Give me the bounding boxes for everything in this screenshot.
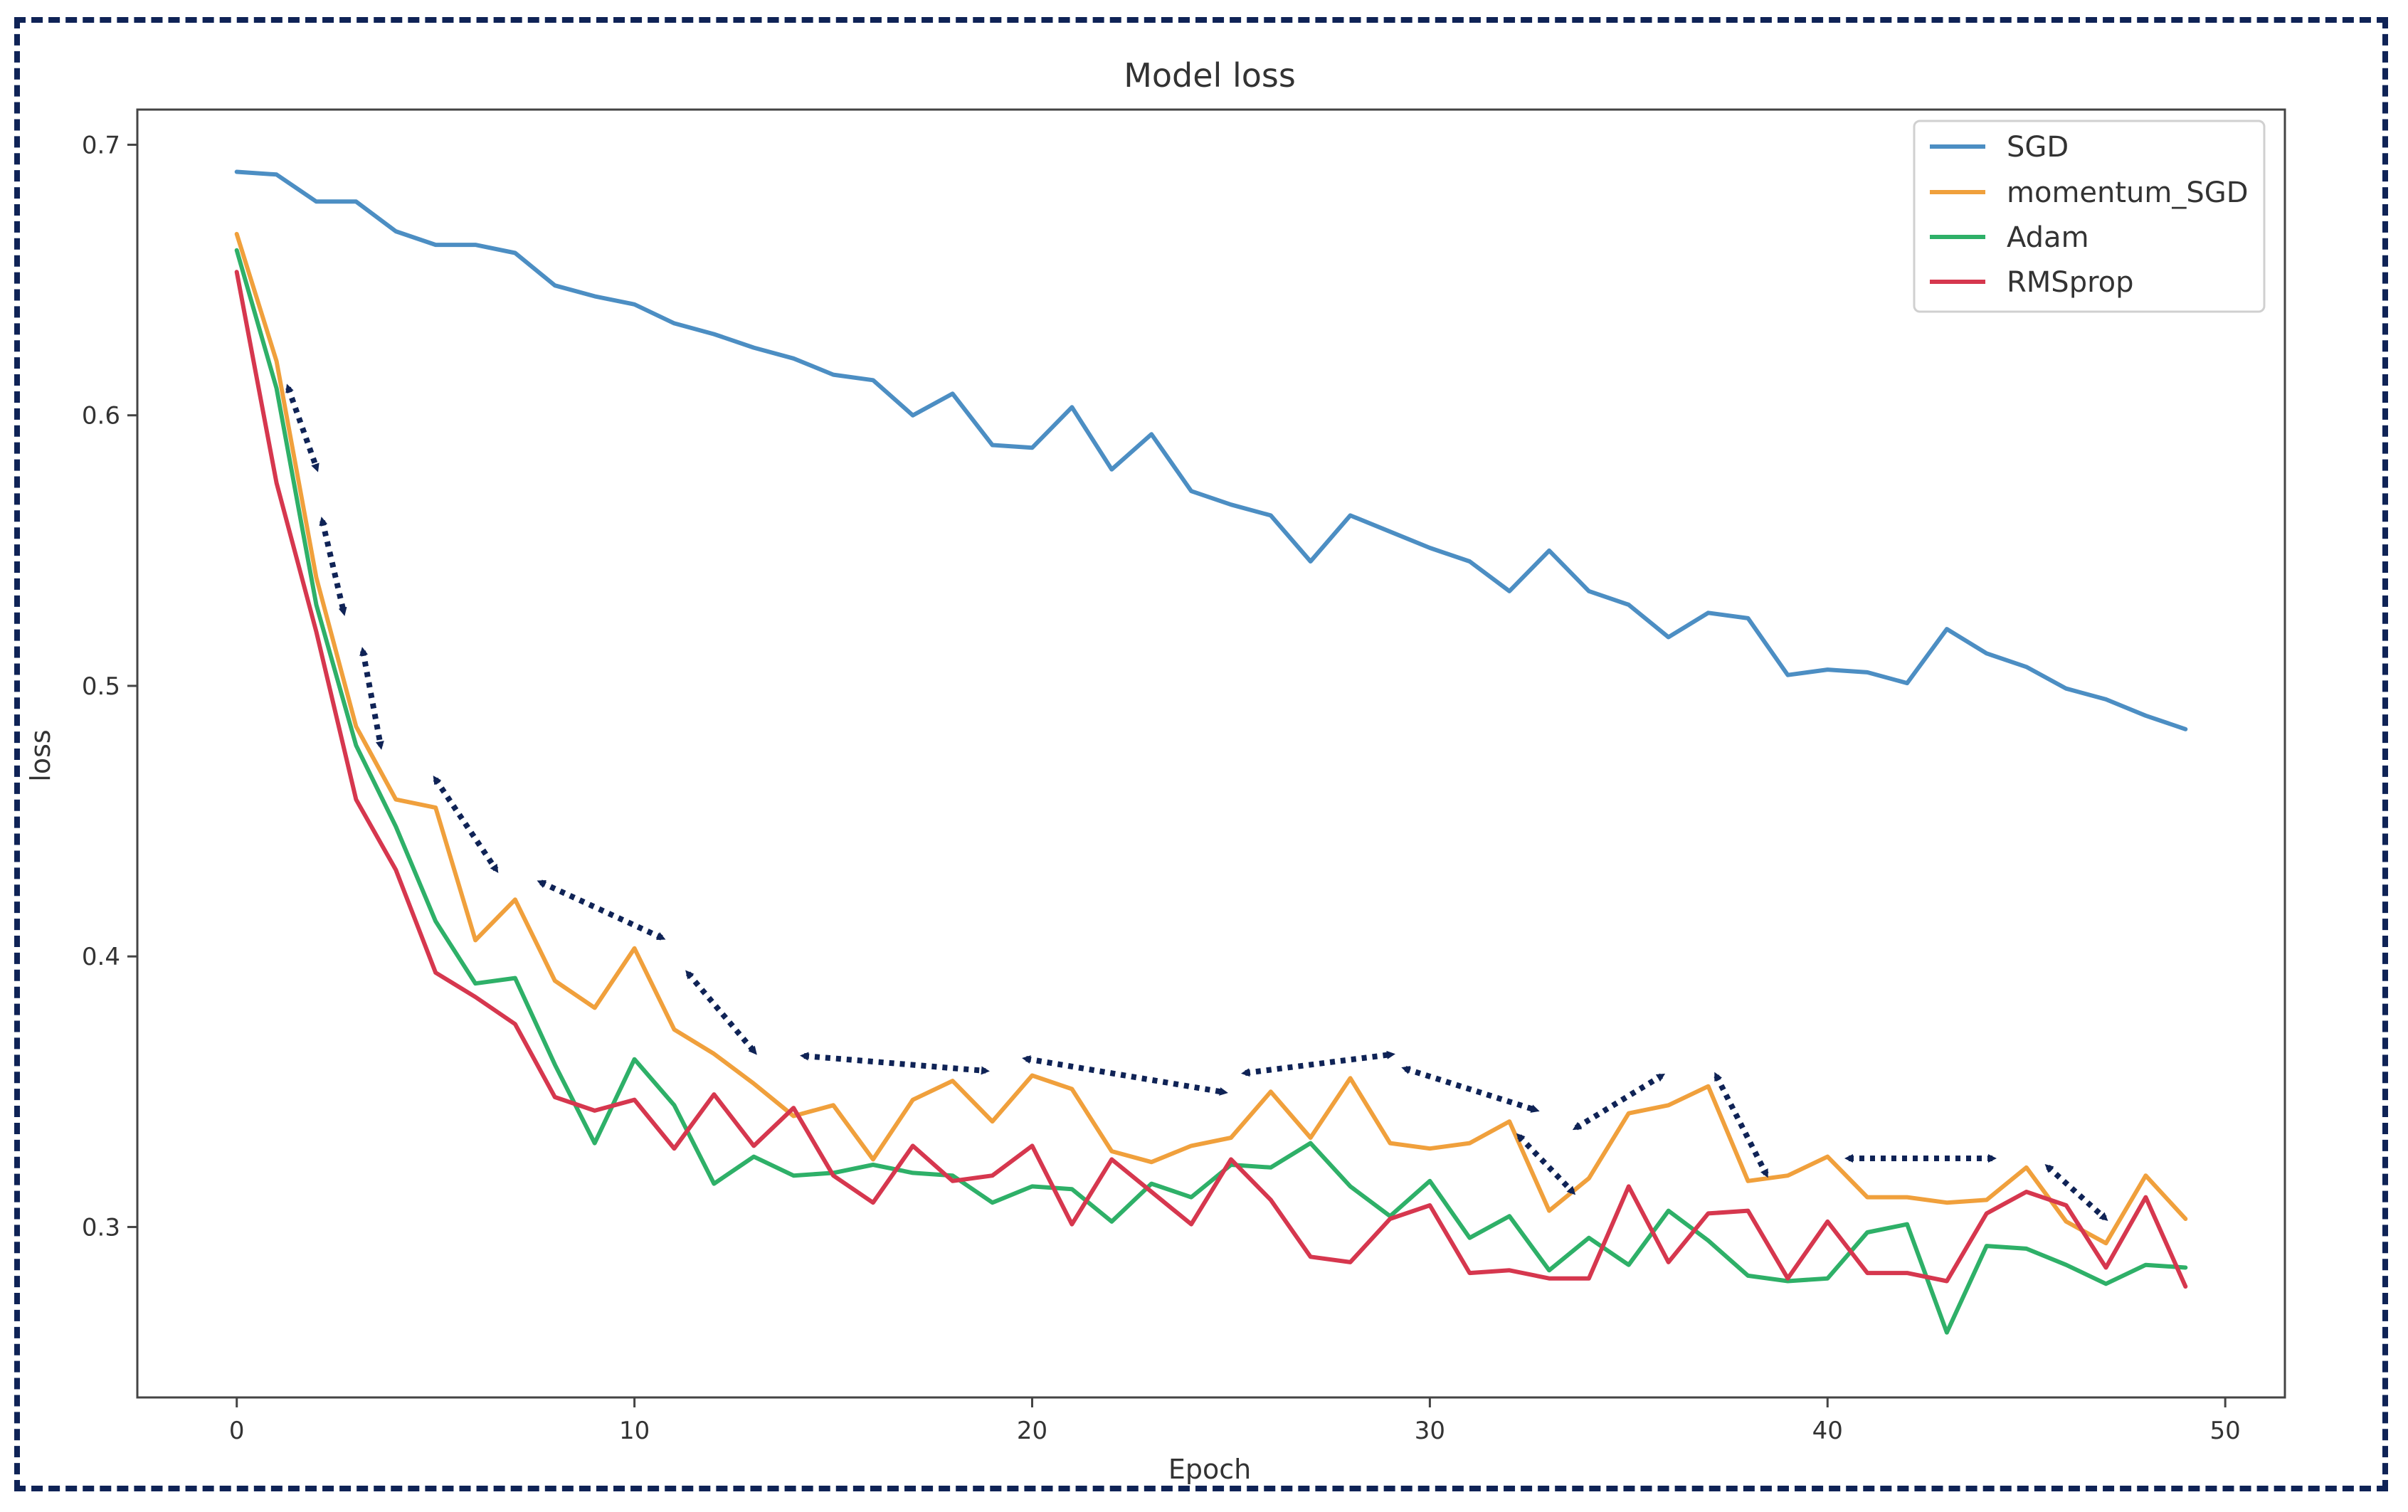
annotation-arrow: [1241, 1050, 1395, 1077]
series-line-adam: [234, 248, 2188, 1335]
x-axis-label: Epoch: [1168, 1454, 1251, 1485]
annotation-arrow: [800, 1052, 990, 1075]
x-tick-label: 30: [1415, 1417, 1445, 1445]
annotation-arrow: [1401, 1066, 1540, 1113]
annotation-arrow: [1516, 1133, 1576, 1195]
y-axis: 0.3 0.4 0.5 0.6 0.7: [82, 131, 137, 1242]
annotation-arrow: [433, 776, 499, 873]
annotation-arrow: [285, 384, 320, 472]
x-tick-label: 20: [1017, 1417, 1047, 1445]
chart-title: Model loss: [1124, 56, 1296, 95]
annotation-arrow: [319, 517, 347, 616]
annotation-arrow: [685, 970, 757, 1055]
y-tick-label: 0.5: [82, 672, 120, 701]
series-line-sgd: [234, 169, 2188, 731]
legend-label-adam: Adam: [2007, 221, 2089, 254]
annotation-arrow: [1713, 1072, 1769, 1178]
legend-box: [1913, 120, 2266, 313]
x-axis: 0 10 20 30 40 50: [229, 1397, 2241, 1445]
x-tick-label: 40: [1812, 1417, 1843, 1445]
series-lines: [234, 169, 2188, 1335]
y-tick-label: 0.4: [82, 943, 120, 971]
x-tick-label: 0: [229, 1417, 245, 1445]
x-tick-label: 50: [2210, 1417, 2241, 1445]
y-tick-label: 0.7: [82, 131, 120, 159]
legend-label-rmsprop: RMSprop: [2007, 266, 2134, 299]
annotation-arrow: [1022, 1055, 1228, 1096]
annotation-arrows: [285, 384, 2108, 1222]
annotation-arrow: [537, 879, 666, 941]
y-tick-label: 0.3: [82, 1213, 120, 1242]
legend: SGD momentum_SGD Adam RMSprop: [1913, 120, 2266, 313]
series-line-momentum-sgd: [234, 231, 2188, 1246]
x-tick-label: 10: [619, 1417, 650, 1445]
legend-label-momentum-sgd: momentum_SGD: [2007, 176, 2249, 209]
annotation-arrow: [2044, 1163, 2108, 1222]
y-axis-label: loss: [25, 729, 56, 781]
dashed-frame: [14, 17, 2388, 1491]
series-line-rmsprop: [234, 270, 2188, 1289]
y-tick-label: 0.6: [82, 402, 120, 430]
legend-label-sgd: SGD: [2007, 131, 2069, 164]
